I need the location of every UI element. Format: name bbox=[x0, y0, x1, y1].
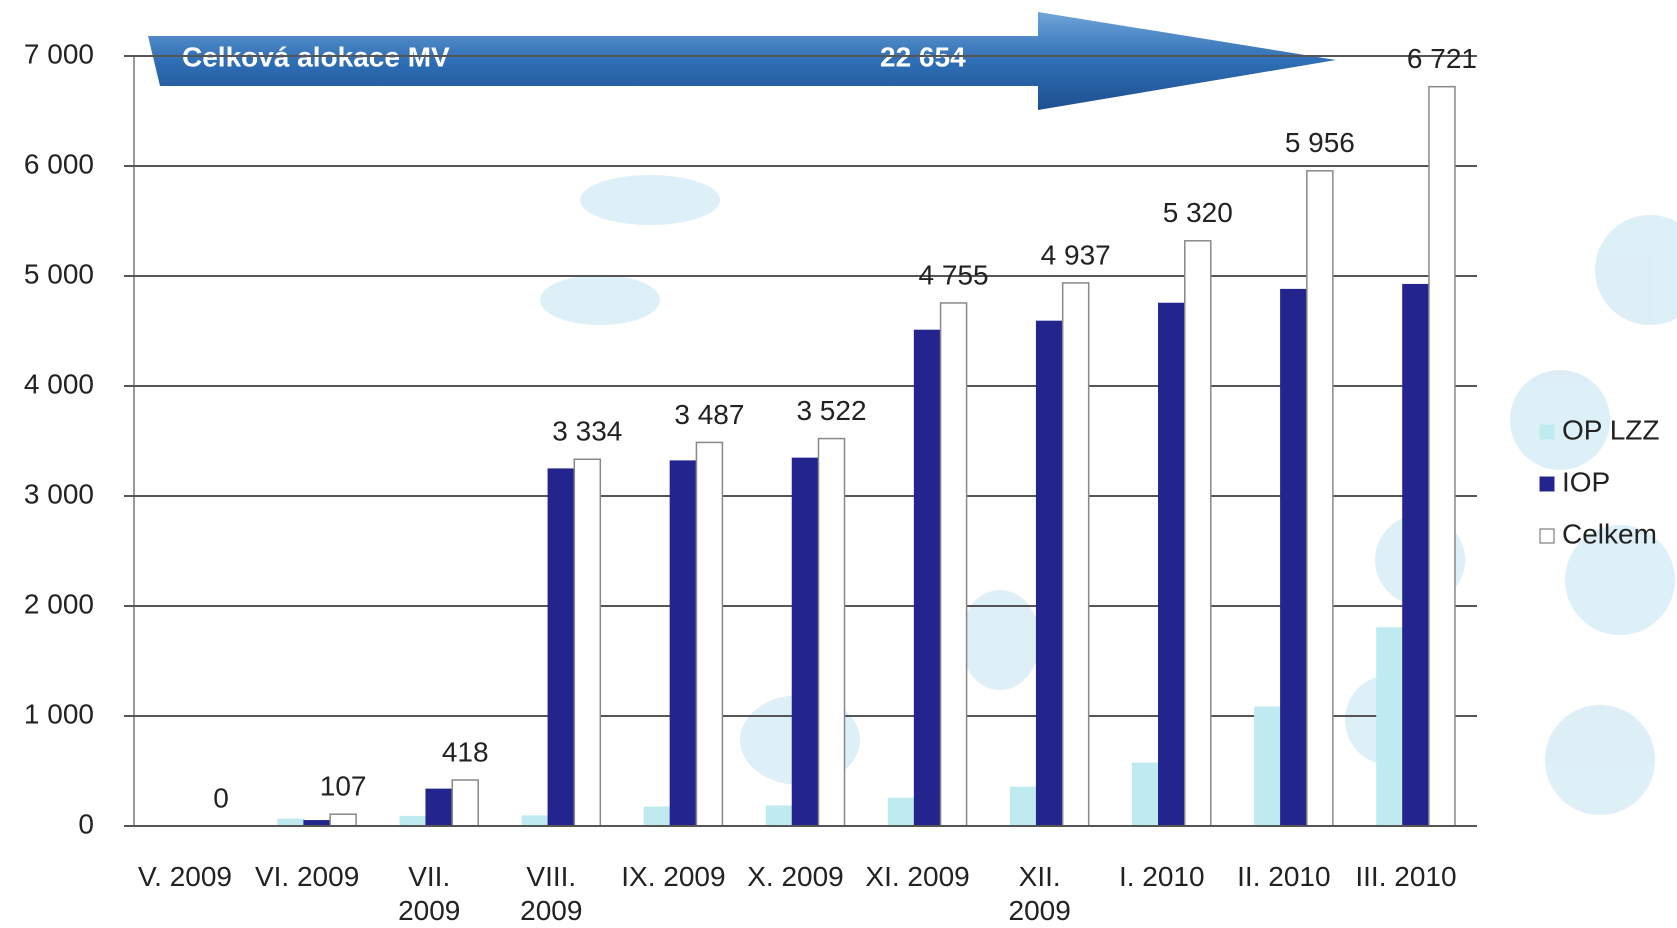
legend-swatch bbox=[1539, 424, 1555, 440]
bar bbox=[1376, 627, 1404, 827]
value-label: 6 721 bbox=[1407, 43, 1477, 74]
bar bbox=[547, 468, 576, 827]
x-tick-label: X. 2009 bbox=[747, 861, 844, 892]
bar bbox=[1402, 283, 1430, 827]
value-label: 3 334 bbox=[552, 416, 622, 447]
bar bbox=[1280, 288, 1308, 827]
x-tick-label: V. 2009 bbox=[138, 861, 232, 892]
value-label: 5 956 bbox=[1285, 127, 1355, 158]
value-label: 3 487 bbox=[674, 399, 744, 430]
value-label: 4 755 bbox=[919, 259, 989, 290]
x-tick-label: XII. 2009 bbox=[1008, 861, 1071, 926]
bar bbox=[913, 329, 942, 827]
x-tick-label: I. 2010 bbox=[1118, 861, 1205, 892]
bar bbox=[887, 797, 916, 827]
y-tick-label: 7 000 bbox=[24, 38, 94, 69]
value-label: 0 bbox=[213, 782, 229, 813]
bar bbox=[939, 302, 968, 827]
legend-label: IOP bbox=[1562, 466, 1610, 497]
bar bbox=[1035, 320, 1064, 827]
bar bbox=[643, 806, 672, 827]
value-label: 107 bbox=[320, 771, 367, 802]
y-tick-label: 5 000 bbox=[24, 258, 94, 289]
x-tick-label: VII. 2009 bbox=[398, 861, 461, 926]
x-tick-label: II. 2010 bbox=[1237, 861, 1331, 892]
bar bbox=[1184, 240, 1212, 827]
bar bbox=[791, 457, 820, 827]
y-tick-label: 3 000 bbox=[24, 478, 94, 509]
bar bbox=[1306, 170, 1334, 827]
bar bbox=[1132, 762, 1160, 827]
bar bbox=[695, 441, 724, 827]
bar bbox=[1061, 282, 1090, 827]
value-label: 4 937 bbox=[1041, 239, 1111, 270]
bar bbox=[573, 458, 602, 827]
legend-label: OP LZZ bbox=[1562, 414, 1660, 445]
bar bbox=[1009, 786, 1038, 827]
bar bbox=[817, 437, 846, 827]
x-tick-label: III. 2010 bbox=[1355, 861, 1457, 892]
bar bbox=[1158, 302, 1186, 827]
bar bbox=[329, 813, 357, 827]
legend-swatch bbox=[1539, 528, 1555, 544]
y-tick-label: 6 000 bbox=[24, 148, 94, 179]
y-tick-label: 1 000 bbox=[24, 698, 94, 729]
legend-label: Celkem bbox=[1562, 518, 1657, 549]
bar bbox=[521, 815, 550, 827]
bar bbox=[425, 788, 453, 827]
allocation-arrow bbox=[148, 12, 1336, 110]
bar bbox=[765, 805, 794, 827]
x-tick-label: XI. 2009 bbox=[865, 861, 970, 892]
x-tick-label: VIII. 2009 bbox=[520, 861, 583, 926]
x-tick-label: VI. 2009 bbox=[254, 861, 360, 892]
bar bbox=[1254, 706, 1282, 827]
x-tick-label: IX. 2009 bbox=[621, 861, 726, 892]
value-label: 418 bbox=[442, 736, 489, 767]
value-label: 3 522 bbox=[796, 395, 866, 426]
y-tick-label: 2 000 bbox=[24, 588, 94, 619]
bar bbox=[451, 779, 479, 827]
bar bbox=[669, 460, 698, 827]
y-tick-label: 0 bbox=[78, 808, 94, 839]
bar bbox=[399, 815, 427, 827]
legend-swatch bbox=[1539, 476, 1555, 492]
y-tick-label: 4 000 bbox=[24, 368, 94, 399]
bar bbox=[1428, 85, 1456, 827]
value-label: 5 320 bbox=[1163, 197, 1233, 228]
